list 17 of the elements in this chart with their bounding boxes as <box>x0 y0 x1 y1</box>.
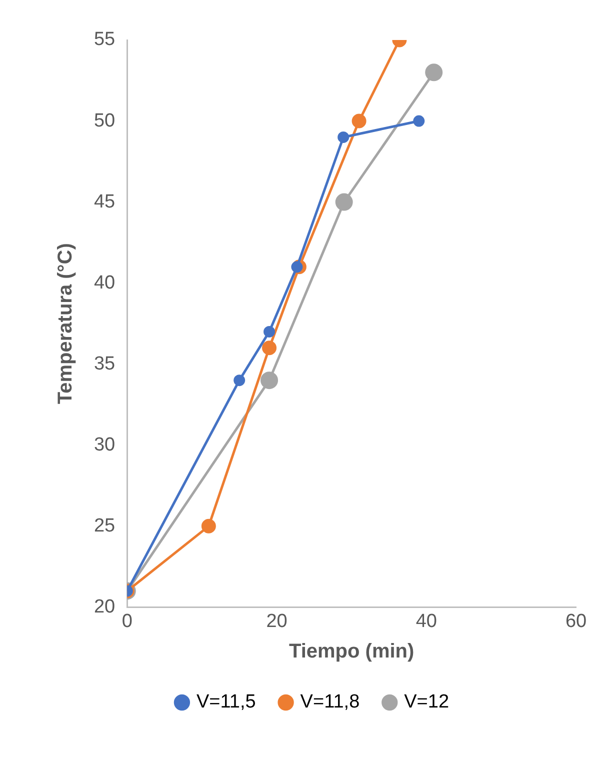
legend-label: V=11,5 <box>196 692 256 713</box>
y-tick-label: 45 <box>94 191 116 212</box>
legend-label: V=11,8 <box>300 692 360 713</box>
y-tick-label: 40 <box>94 272 116 294</box>
y-tick-label: 30 <box>94 434 116 456</box>
x-axis-title: Tiempo (min) <box>288 640 414 663</box>
y-tick-label: 35 <box>94 353 116 374</box>
x-tick-label: 40 <box>416 610 437 632</box>
y-tick-label: 55 <box>94 29 116 50</box>
y-tick-label: 50 <box>94 110 116 132</box>
x-tick-label: 20 <box>266 610 288 632</box>
x-tick-label: 0 <box>122 610 132 632</box>
y-tick-label: 25 <box>94 515 116 536</box>
y-axis-title: Temperatura (°C) <box>54 243 77 404</box>
legend-label: V=12 <box>404 692 450 713</box>
x-tick-label: 60 <box>565 610 587 632</box>
y-tick-label: 20 <box>94 596 116 618</box>
